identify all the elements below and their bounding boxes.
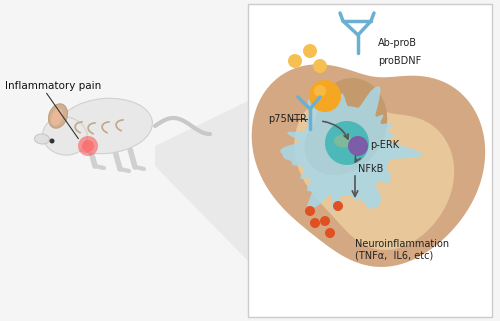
Circle shape (325, 121, 369, 165)
Text: proBDNF: proBDNF (378, 56, 421, 66)
Text: Ab-proB: Ab-proB (378, 38, 417, 48)
Ellipse shape (48, 104, 68, 128)
Text: p75NTR: p75NTR (268, 114, 307, 124)
Ellipse shape (51, 108, 63, 126)
Circle shape (313, 59, 327, 73)
Circle shape (50, 138, 54, 143)
Ellipse shape (58, 98, 152, 154)
Circle shape (310, 218, 320, 228)
Ellipse shape (34, 134, 50, 144)
Text: NFkB: NFkB (358, 164, 384, 174)
Circle shape (78, 136, 98, 156)
Circle shape (288, 54, 302, 68)
Text: Inflammatory pain: Inflammatory pain (5, 81, 101, 91)
Circle shape (314, 85, 326, 97)
Circle shape (303, 44, 317, 58)
Circle shape (320, 216, 330, 226)
Circle shape (309, 80, 341, 112)
Circle shape (325, 228, 335, 238)
Text: Neuroinflammation
(TNFα,  IL6, etc): Neuroinflammation (TNFα, IL6, etc) (355, 239, 449, 261)
Circle shape (305, 206, 315, 216)
Text: p-ERK: p-ERK (370, 140, 399, 150)
Ellipse shape (42, 117, 88, 155)
FancyArrowPatch shape (323, 121, 348, 139)
Ellipse shape (334, 134, 352, 148)
Polygon shape (252, 64, 485, 267)
Circle shape (348, 136, 368, 156)
Polygon shape (155, 101, 248, 261)
Circle shape (333, 201, 343, 211)
Polygon shape (294, 95, 454, 250)
FancyBboxPatch shape (248, 4, 492, 317)
Circle shape (82, 140, 94, 152)
Polygon shape (280, 86, 422, 212)
Polygon shape (304, 78, 387, 175)
